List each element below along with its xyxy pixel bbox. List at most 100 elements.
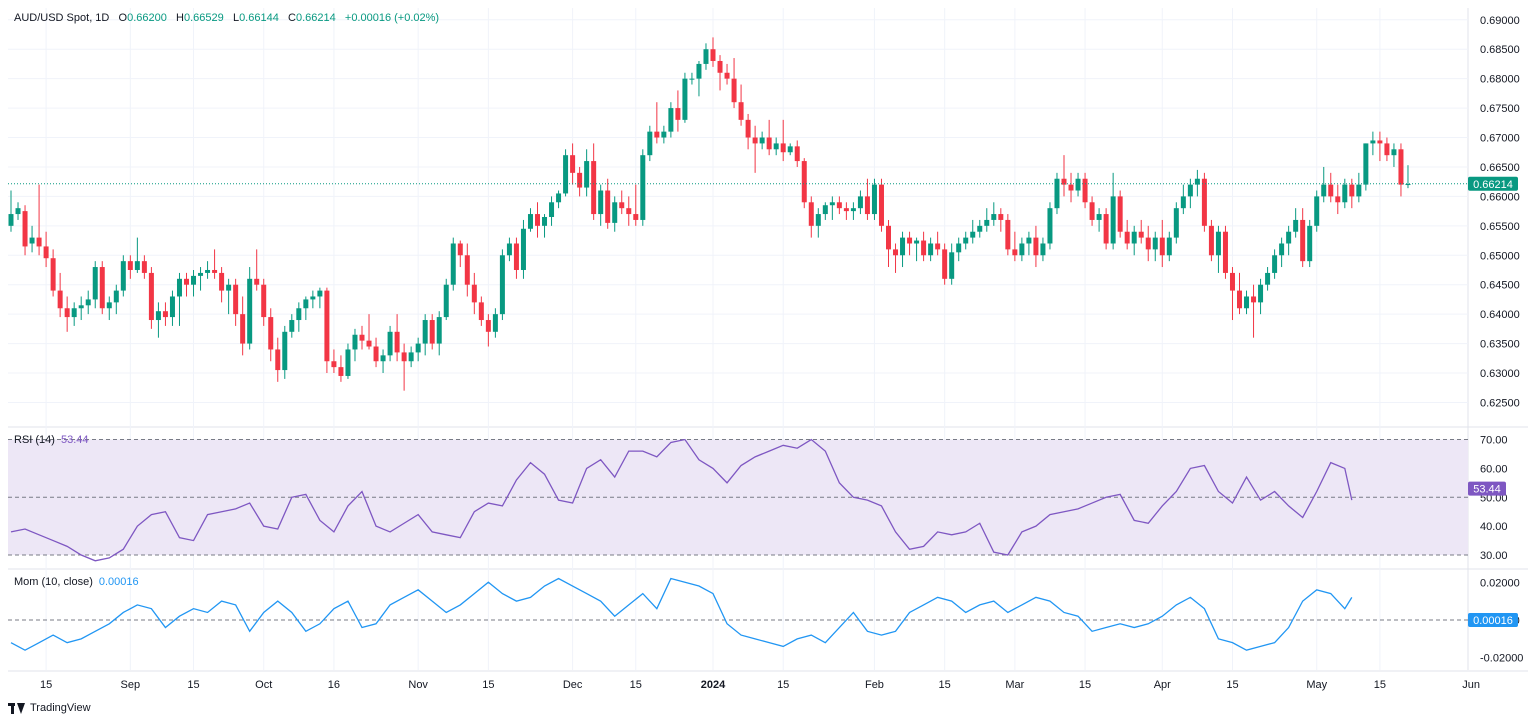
candle-body[interactable] <box>1391 149 1397 156</box>
candle-body[interactable] <box>485 320 491 332</box>
candle-body[interactable] <box>1187 184 1193 197</box>
candle-body[interactable] <box>556 193 562 203</box>
candle-body[interactable] <box>92 267 98 300</box>
candle-body[interactable] <box>1251 296 1257 303</box>
candle-body[interactable] <box>914 240 920 244</box>
candle-body[interactable] <box>759 137 765 144</box>
candle-body[interactable] <box>219 272 225 291</box>
candle-body[interactable] <box>1286 231 1292 244</box>
candle-body[interactable] <box>1103 214 1109 244</box>
candle-body[interactable] <box>1047 208 1053 244</box>
candle-body[interactable] <box>43 246 49 259</box>
candle-body[interactable] <box>1145 237 1151 250</box>
candle-body[interactable] <box>682 78 688 120</box>
candle-body[interactable] <box>1222 231 1228 273</box>
candle-body[interactable] <box>956 243 962 253</box>
candle-body[interactable] <box>310 296 316 300</box>
candle-body[interactable] <box>184 278 189 285</box>
candle-body[interactable] <box>773 143 779 150</box>
candle-body[interactable] <box>317 290 323 297</box>
candle-body[interactable] <box>1335 196 1341 203</box>
candle-body[interactable] <box>134 261 140 270</box>
candle-body[interactable] <box>198 272 204 276</box>
candle-body[interactable] <box>752 137 758 144</box>
candle-body[interactable] <box>127 261 133 270</box>
candle-body[interactable] <box>471 284 477 303</box>
symbol-name[interactable]: AUD/USD Spot, 1D <box>14 12 110 24</box>
candle-body[interactable] <box>191 275 197 285</box>
candle-body[interactable] <box>633 214 639 220</box>
candle-body[interactable] <box>268 317 274 350</box>
candle-body[interactable] <box>8 214 14 226</box>
candle-body[interactable] <box>1279 243 1285 256</box>
candle-body[interactable] <box>457 243 463 256</box>
candle-body[interactable] <box>921 240 927 256</box>
candle-body[interactable] <box>359 334 365 341</box>
candle-body[interactable] <box>1314 196 1320 226</box>
candle-body[interactable] <box>829 202 835 206</box>
candle-body[interactable] <box>535 214 540 226</box>
candle-body[interactable] <box>1265 272 1271 285</box>
candle-body[interactable] <box>984 219 990 226</box>
candle-body[interactable] <box>176 278 182 297</box>
candle-body[interactable] <box>106 302 112 309</box>
candle-body[interactable] <box>661 131 667 138</box>
candle-body[interactable] <box>998 214 1004 220</box>
candle-body[interactable] <box>787 146 793 153</box>
candle-body[interactable] <box>478 302 484 321</box>
candle-body[interactable] <box>1356 184 1362 197</box>
candle-body[interactable] <box>654 131 660 138</box>
candle-body[interactable] <box>1180 196 1186 209</box>
candle-body[interactable] <box>1307 225 1313 262</box>
candle-body[interactable] <box>85 299 91 306</box>
candle-body[interactable] <box>1152 237 1158 250</box>
candle-body[interactable] <box>282 331 288 371</box>
candle-body[interactable] <box>1040 243 1046 256</box>
candle-body[interactable] <box>1166 237 1172 256</box>
candle-body[interactable] <box>928 243 934 256</box>
candle-body[interactable] <box>513 243 519 270</box>
candle-body[interactable] <box>331 361 337 368</box>
candle-body[interactable] <box>1272 255 1278 273</box>
candle-body[interactable] <box>1215 231 1221 256</box>
tradingview-brand[interactable]: TradingView <box>8 702 91 714</box>
candle-body[interactable] <box>1138 231 1144 238</box>
candle-body[interactable] <box>1328 184 1334 197</box>
candle-body[interactable] <box>15 208 21 215</box>
candle-body[interactable] <box>563 155 569 194</box>
candle-body[interactable] <box>857 196 863 209</box>
candle-body[interactable] <box>520 228 526 270</box>
candle-body[interactable] <box>822 205 828 215</box>
candle-body[interactable] <box>605 190 611 223</box>
candle-body[interactable] <box>296 308 302 321</box>
candle-body[interactable] <box>387 331 393 356</box>
candle-body[interactable] <box>878 184 884 226</box>
candle-body[interactable] <box>99 267 105 309</box>
candle-body[interactable] <box>871 184 877 215</box>
symbol-header[interactable]: AUD/USD Spot, 1D O0.66200 H0.66529 L0.66… <box>14 12 439 24</box>
candle-body[interactable] <box>942 249 948 279</box>
candle-body[interactable] <box>1194 178 1200 185</box>
candle-body[interactable] <box>689 78 695 80</box>
candle-body[interactable] <box>738 102 744 120</box>
candle-body[interactable] <box>120 261 126 291</box>
candle-body[interactable] <box>794 146 800 162</box>
candle-body[interactable] <box>1208 225 1214 256</box>
candle-body[interactable] <box>1300 219 1306 262</box>
candle-body[interactable] <box>233 284 239 315</box>
candle-body[interactable] <box>261 284 267 318</box>
candle-body[interactable] <box>1244 296 1250 309</box>
candle-body[interactable] <box>836 202 842 209</box>
candle-body[interactable] <box>1237 290 1242 309</box>
candle-body[interactable] <box>780 143 786 153</box>
candle-body[interactable] <box>422 320 428 344</box>
candle-body[interactable] <box>169 296 175 318</box>
candle-body[interactable] <box>254 278 260 285</box>
candle-body[interactable] <box>900 237 906 256</box>
candle-body[interactable] <box>57 290 63 309</box>
candle-body[interactable] <box>886 225 891 250</box>
candle-body[interactable] <box>1159 237 1165 256</box>
candle-body[interactable] <box>408 352 414 362</box>
candle-body[interactable] <box>380 355 386 362</box>
candle-body[interactable] <box>991 214 997 220</box>
